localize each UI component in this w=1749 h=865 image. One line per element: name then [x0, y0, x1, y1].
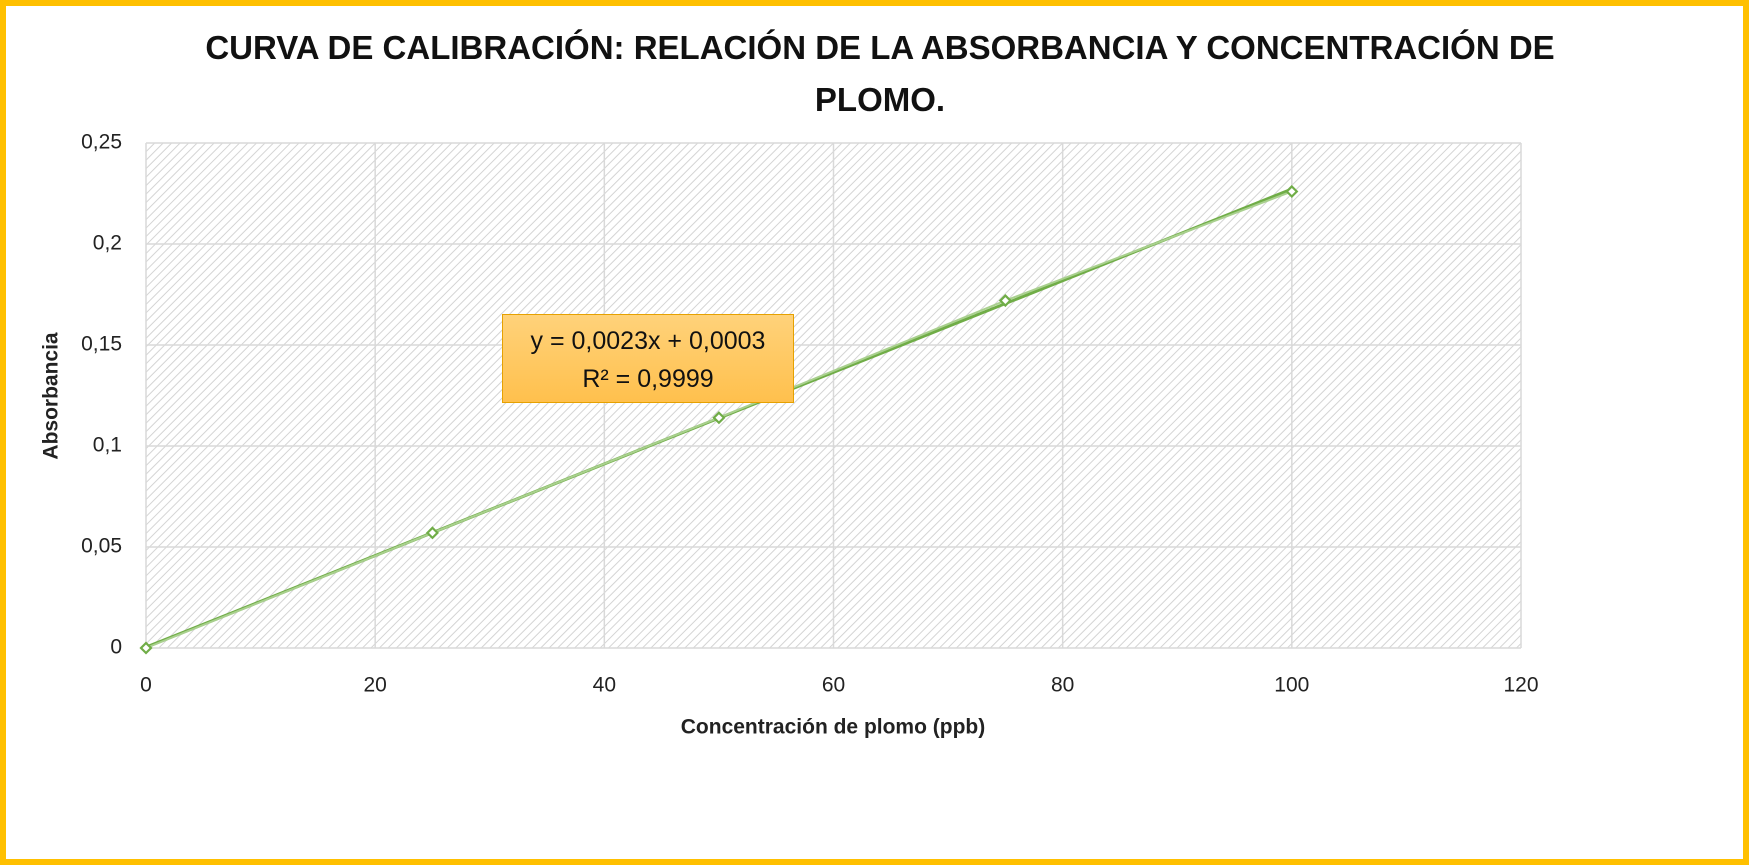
point [712, 411, 726, 425]
y-tick-label: 0,05 [81, 535, 122, 558]
y-tick-label: 0,2 [93, 232, 122, 255]
chart-title: CURVA DE CALIBRACIÓN: RELACIÓN DE LA ABS… [205, 29, 1555, 118]
x-tick-label: 60 [822, 674, 845, 697]
y-axis-label: Absorbancia [40, 332, 63, 460]
point [425, 526, 440, 540]
x-tick-label: 80 [1051, 674, 1074, 697]
equation: y = 0,0023x + 0,0003 [530, 327, 766, 355]
point [139, 641, 153, 655]
y-tick-label: 0,25 [81, 131, 122, 154]
y-tick-label: 0,1 [93, 434, 122, 457]
trendline-equation: y = 0,0023x + 0,0003 R² = 0,9999 [502, 314, 794, 403]
x-axis-label: Concentración de plomo (ppb) [681, 716, 986, 739]
x-tick-label: 40 [593, 674, 616, 697]
r-squared: R² = 0,9999 [582, 365, 714, 393]
point [998, 294, 1012, 308]
x-tick-label: 20 [363, 674, 386, 697]
x-tick-label: 100 [1274, 674, 1309, 697]
x-tick-label: 0 [140, 674, 152, 697]
y-tick-label: 0 [110, 636, 122, 659]
point [1285, 184, 1299, 199]
y-tick-label: 0,15 [81, 333, 122, 356]
x-tick-label: 120 [1503, 674, 1538, 697]
